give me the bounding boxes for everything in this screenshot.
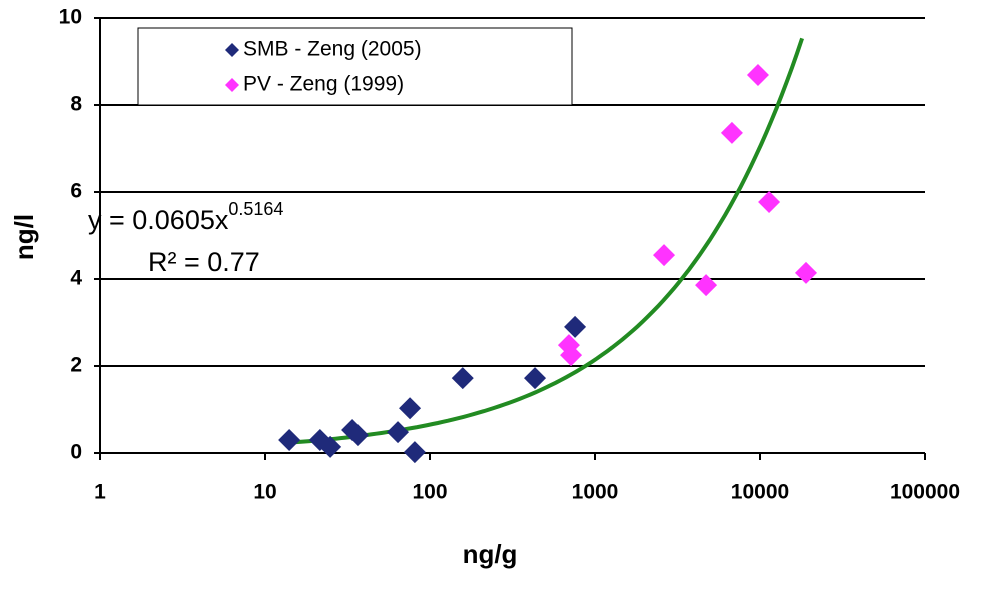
legend-label: PV - Zeng (1999) bbox=[243, 73, 404, 96]
x-tick-label: 10 bbox=[253, 481, 276, 504]
point bbox=[720, 121, 743, 144]
x-tick-label: 100000 bbox=[890, 481, 960, 504]
point bbox=[387, 421, 410, 444]
point bbox=[564, 315, 587, 338]
y-tick-label: 0 bbox=[70, 441, 82, 464]
point bbox=[278, 428, 301, 451]
point bbox=[758, 191, 781, 214]
point bbox=[746, 63, 769, 86]
x-tick-label: 1000 bbox=[572, 481, 619, 504]
point bbox=[346, 424, 369, 447]
equation-text: y = 0.0605x bbox=[88, 205, 229, 235]
legend: SMB - Zeng (2005) PV - Zeng (1999) bbox=[137, 27, 573, 106]
x-tick-label: 10000 bbox=[731, 481, 789, 504]
point bbox=[695, 274, 718, 297]
equation-exponent: 0.5164 bbox=[228, 199, 283, 219]
point bbox=[451, 367, 474, 390]
y-tick-label: 4 bbox=[70, 267, 82, 290]
legend-box bbox=[137, 27, 573, 106]
point bbox=[403, 441, 426, 464]
x-tick-label: 1 bbox=[94, 481, 106, 504]
point bbox=[319, 435, 342, 458]
y-tick-label: 2 bbox=[70, 354, 82, 377]
point bbox=[794, 261, 817, 284]
y-tick-label: 10 bbox=[59, 6, 82, 29]
legend-marker bbox=[225, 43, 239, 57]
point bbox=[560, 344, 583, 367]
legend-marker bbox=[225, 78, 239, 92]
trendline bbox=[288, 37, 804, 445]
point bbox=[399, 397, 422, 420]
x-tick-label: 100 bbox=[412, 481, 447, 504]
y-tick-label: 8 bbox=[70, 93, 82, 116]
trendline-r2: R² = 0.77 bbox=[148, 247, 260, 277]
point bbox=[653, 244, 676, 267]
y-axis-label: ng/l bbox=[9, 214, 39, 260]
point bbox=[524, 367, 547, 390]
legend-label: SMB - Zeng (2005) bbox=[243, 38, 422, 61]
trendline-equation: y = 0.0605x0.5164 bbox=[88, 199, 283, 235]
x-axis-label: ng/g bbox=[463, 539, 518, 569]
y-tick-label: 6 bbox=[70, 180, 82, 203]
